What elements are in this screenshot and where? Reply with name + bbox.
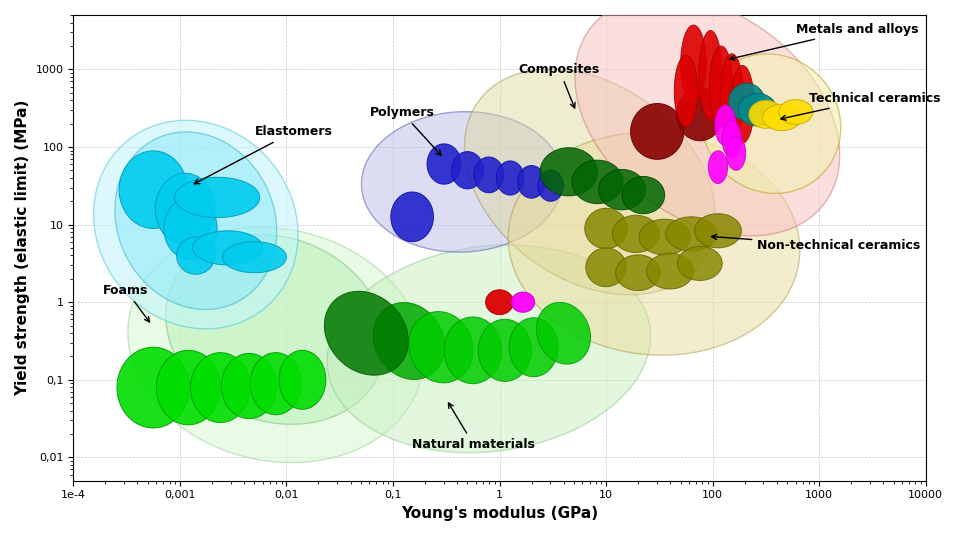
Polygon shape [174,177,260,218]
Polygon shape [537,302,590,364]
Polygon shape [666,217,717,251]
Text: Natural materials: Natural materials [412,403,535,451]
Polygon shape [361,111,563,252]
Polygon shape [640,219,690,255]
Polygon shape [427,144,461,184]
Polygon shape [474,157,504,193]
Polygon shape [164,197,217,259]
Polygon shape [538,170,563,202]
Polygon shape [584,209,627,249]
Polygon shape [695,214,741,248]
Polygon shape [279,351,326,410]
Text: Foams: Foams [103,284,149,322]
Polygon shape [193,231,263,265]
Polygon shape [540,148,598,196]
Polygon shape [496,161,524,195]
Polygon shape [94,120,298,329]
Polygon shape [612,215,659,252]
Polygon shape [738,93,776,126]
Polygon shape [779,100,813,124]
Polygon shape [674,55,698,127]
Polygon shape [119,151,187,228]
Polygon shape [622,176,665,214]
Polygon shape [156,351,220,425]
Polygon shape [485,290,514,315]
Polygon shape [512,292,535,312]
Y-axis label: Yield strength (elastic limit) (MPa): Yield strength (elastic limit) (MPa) [15,100,30,396]
Polygon shape [191,353,250,422]
Polygon shape [731,65,754,143]
Polygon shape [176,237,215,274]
Polygon shape [166,234,386,425]
Polygon shape [517,166,546,198]
Polygon shape [328,245,650,452]
Polygon shape [729,83,765,121]
Polygon shape [509,318,558,377]
Polygon shape [709,46,733,127]
Text: Technical ceramics: Technical ceramics [781,92,940,120]
Polygon shape [599,169,645,210]
Polygon shape [702,54,841,193]
Polygon shape [223,242,287,273]
Polygon shape [676,88,723,141]
Polygon shape [715,105,736,145]
Polygon shape [586,248,626,287]
Text: Elastomers: Elastomers [195,125,332,184]
Polygon shape [221,353,277,419]
Text: Composites: Composites [518,63,600,108]
X-axis label: Young's modulus (GPa): Young's modulus (GPa) [401,506,598,521]
Polygon shape [325,291,408,375]
Polygon shape [720,54,743,139]
Polygon shape [722,121,741,158]
Polygon shape [115,132,277,309]
Polygon shape [155,173,215,245]
Polygon shape [508,133,799,355]
Polygon shape [373,302,445,379]
Text: Metals and alloys: Metals and alloys [730,23,919,61]
Polygon shape [117,347,189,428]
Polygon shape [699,31,722,121]
Polygon shape [409,311,473,383]
Polygon shape [572,160,623,204]
Polygon shape [708,151,728,183]
Polygon shape [631,103,684,159]
Polygon shape [479,319,531,382]
Polygon shape [128,227,423,463]
Polygon shape [680,25,706,103]
Polygon shape [646,254,694,289]
Polygon shape [677,247,722,280]
Polygon shape [391,192,433,242]
Text: Polymers: Polymers [369,106,441,155]
Polygon shape [464,69,716,295]
Polygon shape [250,353,301,415]
Polygon shape [444,317,502,384]
Polygon shape [575,0,840,236]
Polygon shape [749,100,783,128]
Polygon shape [763,105,801,131]
Polygon shape [452,152,484,189]
Polygon shape [615,255,661,291]
Text: Non-technical ceramics: Non-technical ceramics [711,234,921,252]
Polygon shape [727,136,746,170]
